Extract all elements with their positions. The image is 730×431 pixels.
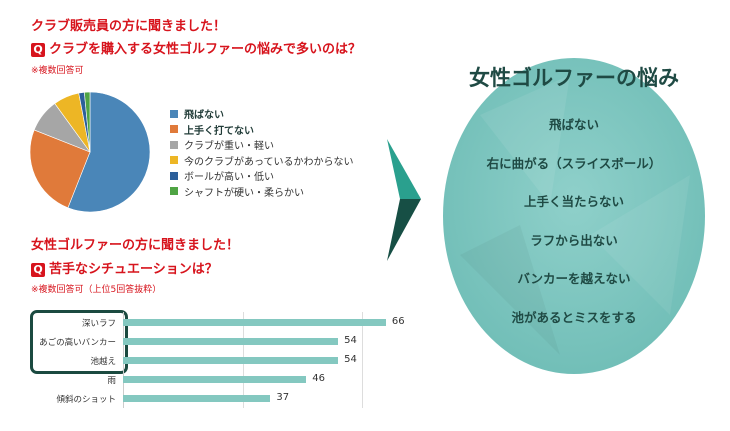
summary-item: 上手く当たらない xyxy=(523,194,624,209)
section1-heading: クラブ販売員の方に聞きました！ xyxy=(31,19,227,34)
section2-question: Q 苦手なシチュエーションは？ xyxy=(31,258,218,277)
bar-value: 54 xyxy=(344,335,357,346)
legend-item: クラブが重い・軽い xyxy=(170,137,354,153)
legend-label: シャフトが硬い・柔らかい xyxy=(184,187,304,199)
summary-item: 池があるとミスをする xyxy=(511,309,637,325)
bar-value: 46 xyxy=(312,373,325,384)
legend-swatch xyxy=(170,109,178,118)
bar xyxy=(123,395,271,402)
legend-swatch xyxy=(170,140,178,149)
summary-oval xyxy=(443,58,705,374)
q-badge-icon: Q xyxy=(31,263,45,277)
summary-item: バンカーを越えない xyxy=(517,271,631,286)
bar xyxy=(123,338,339,345)
bar-label: 雨 xyxy=(107,376,116,386)
legend-label: 今のクラブがあっているかわからない xyxy=(184,156,354,168)
summary-item: ラフから出ない xyxy=(530,232,618,248)
pie-slice xyxy=(29,129,91,209)
gridline xyxy=(362,312,363,408)
legend-label: 上手く打てない xyxy=(184,125,254,137)
legend-swatch xyxy=(170,156,178,165)
bar xyxy=(123,357,339,364)
bar-value: 54 xyxy=(344,354,357,365)
bar-value: 66 xyxy=(391,316,405,327)
bar xyxy=(123,376,307,383)
section2-heading: 女性ゴルファーの方に聞きました！ xyxy=(31,238,240,253)
legend-item: シャフトが硬い・柔らかい xyxy=(170,184,354,200)
bar-label: 池越え xyxy=(90,357,116,367)
legend-label: クラブが重い・軽い xyxy=(184,141,274,153)
legend-label: 飛ばない xyxy=(184,110,224,122)
pie-slice xyxy=(84,91,91,153)
question-text: 苦手なシチュエーションは？ xyxy=(49,262,218,277)
arrow-right-icon xyxy=(387,139,421,261)
bar-label: 深いラフ xyxy=(81,319,116,329)
legend-item: ボールが高い・低い xyxy=(170,168,354,184)
pie-legend: 飛ばない上手く打てないクラブが重い・軽い今のクラブがあっているかわからない ボール… xyxy=(170,106,354,199)
legend-item: 今のクラブがあっているかわからない xyxy=(170,153,354,169)
legend-item: 飛ばない xyxy=(170,106,354,122)
summary-item: 右に曲がる（スライスボール） xyxy=(486,155,662,171)
pie-slice xyxy=(67,91,151,213)
section2-note: ※複数回答可（上位5回答抜粋） xyxy=(31,285,162,295)
section1-note: ※複数回答可 xyxy=(31,66,84,76)
q-badge-icon: Q xyxy=(31,43,45,57)
legend-swatch xyxy=(170,125,178,134)
summary-title: 女性ゴルファーの悩み xyxy=(469,66,679,90)
legend-swatch xyxy=(170,187,178,196)
question-text: クラブを購入する女性ゴルファーの悩みで多いのは？ xyxy=(49,42,362,57)
section1-question: Q クラブを購入する女性ゴルファーの悩みで多いのは？ xyxy=(31,38,361,57)
legend-label: ボールが高い・低い xyxy=(184,172,274,184)
summary-item: 飛ばない xyxy=(548,117,599,132)
bar-value: 37 xyxy=(276,392,290,403)
bar-label: あごの高いバンカー xyxy=(39,338,116,348)
bar xyxy=(123,319,386,326)
bar-chart: 深いラフ 66 あごの高いバンカー 54 池越え 54 雨 46 傾斜のショット 37 xyxy=(39,312,405,408)
pie-chart xyxy=(29,91,151,213)
legend-swatch xyxy=(170,171,178,180)
legend-item: 上手く打てない xyxy=(170,122,354,138)
bar-label: 傾斜のショット xyxy=(56,395,116,405)
